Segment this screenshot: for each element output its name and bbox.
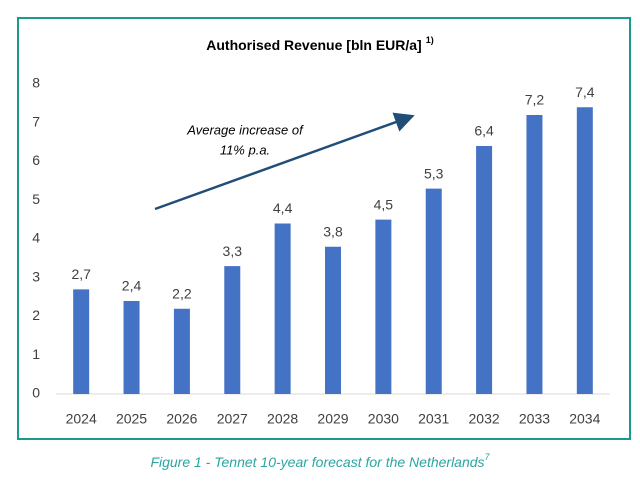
- value-label: 3,3: [223, 243, 243, 259]
- y-tick-label: 7: [32, 113, 40, 129]
- caption-text: Figure 1 - Tennet 10-year forecast for t…: [150, 454, 484, 470]
- bar: [274, 223, 291, 394]
- caption-superscript: 7: [485, 452, 491, 462]
- y-tick-label: 5: [32, 191, 40, 207]
- x-tick-label: 2029: [317, 411, 348, 427]
- x-tick-label: 2026: [166, 411, 197, 427]
- y-tick-label: 1: [32, 346, 40, 362]
- value-label: 4,4: [273, 200, 293, 216]
- value-label: 5,3: [424, 165, 444, 181]
- value-label: 2,4: [122, 278, 142, 294]
- value-label: 7,4: [575, 84, 595, 100]
- x-tick-label: 2025: [116, 411, 147, 427]
- chart-border: [17, 17, 631, 440]
- bar: [476, 146, 493, 394]
- x-tick-label: 2033: [519, 411, 550, 427]
- annotation: Average increase of: [186, 122, 304, 137]
- x-tick-label: 2024: [66, 411, 97, 427]
- bar: [576, 107, 593, 394]
- title-text: Authorised Revenue [bln EUR/a]: [206, 37, 421, 53]
- y-tick-label: 6: [32, 152, 40, 168]
- x-tick-label: 2030: [368, 411, 399, 427]
- y-tick-label: 8: [32, 75, 40, 91]
- annotation: 11% p.a.: [220, 142, 270, 157]
- x-tick-label: 2032: [469, 411, 500, 427]
- bar: [173, 308, 190, 394]
- y-tick-label: 4: [32, 230, 40, 246]
- x-tick-label: 2027: [217, 411, 248, 427]
- y-tick-label: 2: [32, 307, 40, 323]
- value-label: 6,4: [474, 123, 494, 139]
- x-tick-label: 2028: [267, 411, 298, 427]
- x-tick-label: 2034: [569, 411, 600, 427]
- bar: [526, 115, 543, 394]
- value-label: 3,8: [323, 223, 343, 239]
- bar: [325, 246, 341, 394]
- trend-arrow: [154, 112, 415, 211]
- title-superscript: 1): [426, 35, 434, 45]
- value-label: 7,2: [525, 92, 545, 108]
- bar: [425, 188, 442, 394]
- y-tick-label: 0: [32, 385, 40, 401]
- caption: Figure 1 - Tennet 10-year forecast for t…: [150, 452, 490, 469]
- value-label: 2,2: [172, 285, 192, 301]
- y-tick-label: 3: [32, 268, 40, 284]
- x-tick-label: 2031: [418, 411, 449, 427]
- bar: [224, 266, 241, 394]
- value-label: 4,5: [374, 196, 394, 212]
- chart-title: Authorised Revenue [bln EUR/a] 1): [206, 35, 433, 52]
- bar: [73, 289, 90, 394]
- bar: [375, 219, 392, 394]
- bar: [123, 301, 140, 394]
- value-label: 2,7: [71, 266, 91, 282]
